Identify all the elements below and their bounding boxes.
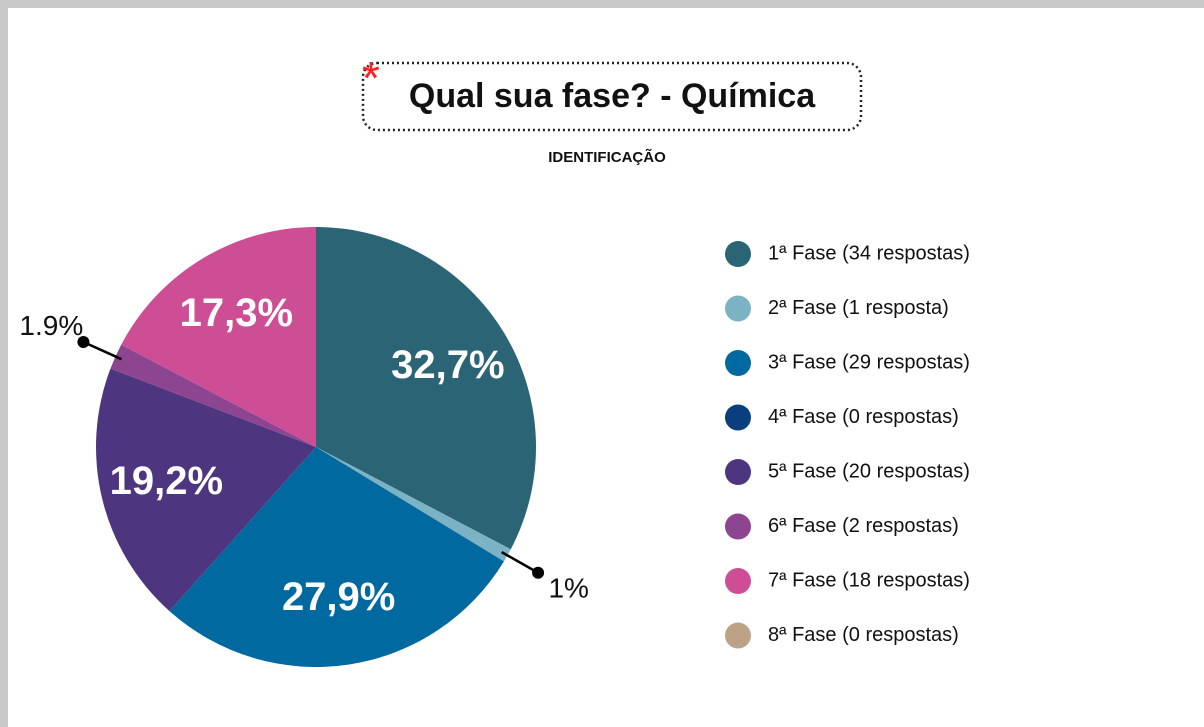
chart-subtitle: IDENTIFICAÇÃO xyxy=(548,148,666,166)
leader-dot xyxy=(532,566,545,579)
leader-line xyxy=(82,340,123,361)
legend-swatch xyxy=(725,404,751,431)
legend-label: 8ª Fase (0 respostas) xyxy=(768,624,959,646)
legend-swatch xyxy=(725,622,751,649)
legend-label: 7ª Fase (18 respostas) xyxy=(768,569,970,591)
legend-label: 5ª Fase (20 respostas) xyxy=(768,460,970,482)
legend-label: 1ª Fase (34 respostas) xyxy=(768,242,970,264)
title-box xyxy=(361,61,863,132)
leader-line xyxy=(501,551,539,574)
pie-slice xyxy=(316,447,511,562)
data-label: 19,2% xyxy=(110,459,223,503)
chart-title: Qual sua fase? - Química xyxy=(409,77,816,115)
pie-slice xyxy=(110,344,316,447)
legend-swatch xyxy=(725,459,751,485)
pie-slice xyxy=(95,368,316,612)
data-label: 1.9% xyxy=(19,310,83,341)
pie-slice xyxy=(169,447,316,612)
pie-slice xyxy=(169,447,504,667)
legend-label: 6ª Fase (2 respostas) xyxy=(768,515,959,537)
data-label: 32,7% xyxy=(391,343,504,387)
pie-slice xyxy=(316,227,536,550)
legend-swatch xyxy=(725,513,751,540)
required-marker: * xyxy=(362,52,380,104)
legend-label: 2ª Fase (1 resposta) xyxy=(768,297,949,319)
leader-dot xyxy=(77,335,90,348)
pie-slice xyxy=(121,227,316,447)
legend-swatch xyxy=(725,295,751,322)
legend-label: 4ª Fase (0 respostas) xyxy=(768,406,959,428)
legend-label: 3ª Fase (29 respostas) xyxy=(768,351,970,373)
data-label: 27,9% xyxy=(282,575,395,619)
legend-swatch xyxy=(725,241,751,267)
legend-swatch xyxy=(725,350,751,376)
data-label: 1% xyxy=(548,572,588,603)
legend-swatch xyxy=(725,568,751,594)
data-label: 17,3% xyxy=(180,291,293,335)
